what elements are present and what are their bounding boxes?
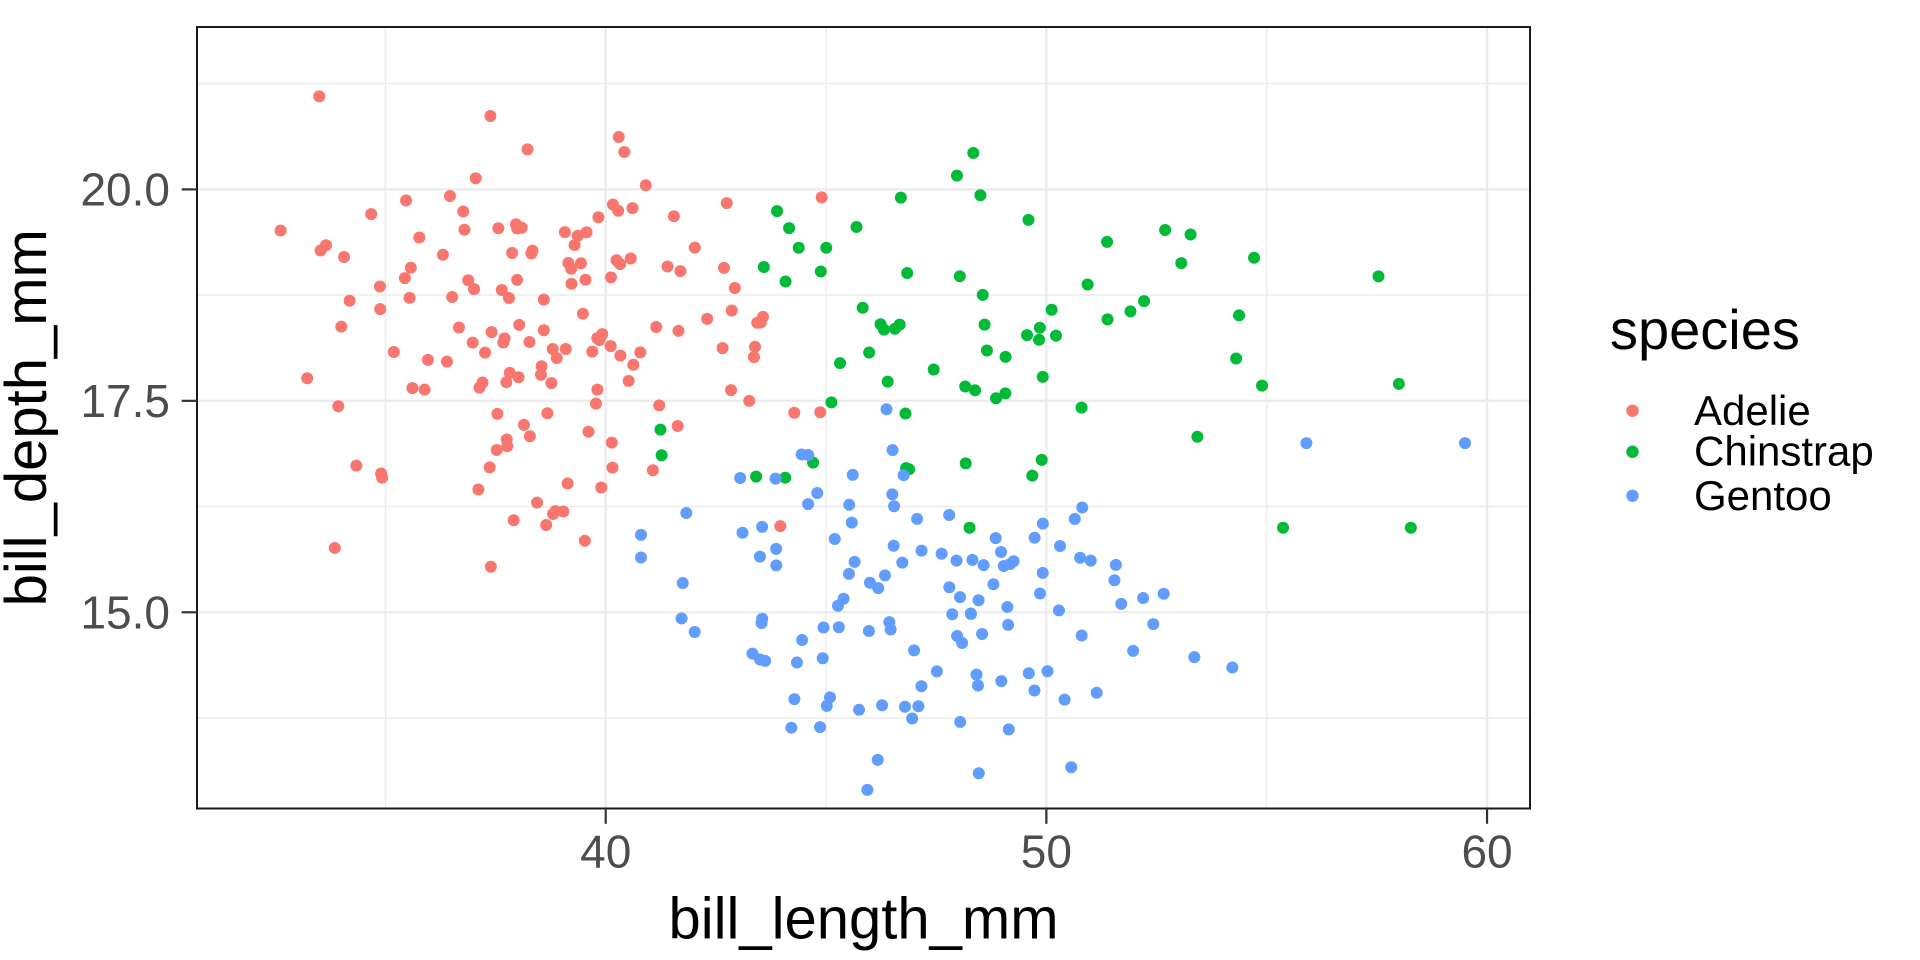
svg-text:17.5: 17.5 [80,375,170,427]
svg-text:species: species [1610,298,1800,361]
svg-text:50: 50 [1021,825,1072,877]
svg-text:bill_depth_mm: bill_depth_mm [0,229,59,606]
svg-text:Gentoo: Gentoo [1694,472,1832,519]
svg-text:20.0: 20.0 [80,163,170,215]
svg-text:15.0: 15.0 [80,586,170,638]
svg-text:40: 40 [580,825,631,877]
svg-text:60: 60 [1461,825,1512,877]
svg-text:Chinstrap: Chinstrap [1694,428,1874,475]
svg-text:bill_length_mm: bill_length_mm [668,887,1058,952]
